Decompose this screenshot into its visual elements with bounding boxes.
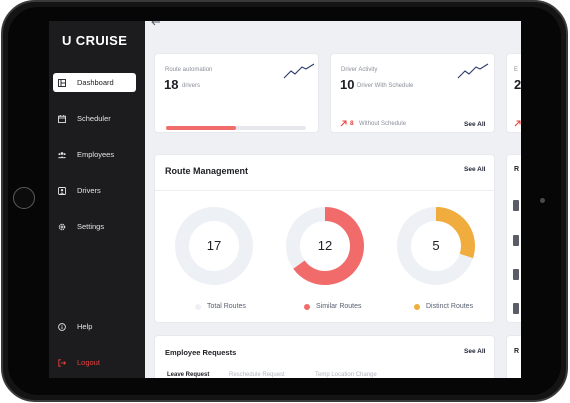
sidebar-item-employees[interactable]: Employees [53,145,136,164]
delta-value: 8 [350,120,354,127]
see-all-link[interactable]: See All [464,348,486,355]
see-all-link[interactable]: See All [464,121,486,128]
driver-icon [58,186,66,195]
side-panel-title: R [514,166,520,173]
sidebar-item-label: Help [77,322,93,331]
stat-unit: drivers [182,83,201,89]
sidebar-item-drivers[interactable]: Drivers [53,181,136,200]
main-content: Route automation 18 drivers Driver Activ… [145,21,521,378]
stat-value: 10 [340,77,355,92]
sidebar-item-label: Drivers [77,186,101,195]
tab-leave-request[interactable]: Leave Request [167,372,210,378]
delta-text: Without Schedule [359,121,407,127]
side-panel-partial-2: R [506,335,521,378]
calendar-icon [58,114,66,123]
progress-track [166,126,306,130]
home-button [13,187,35,209]
tab-temp-location-change[interactable]: Temp Location Change [315,372,377,378]
tab-reschedule-request[interactable]: Reschedule Request [229,372,285,378]
legend-dot [414,303,420,310]
logout-icon [58,358,66,367]
donut-distinct-value: 5 [432,238,440,253]
arrow-up-right-icon [340,120,347,127]
employee-requests-card: Employee Requests See All Leave Request … [154,335,495,378]
route-donuts [175,207,475,285]
sidebar-item-scheduler[interactable]: Scheduler [53,109,136,128]
avatar [513,235,519,246]
side-panel-partial: R [506,154,521,323]
brand-logo: U CRUISE [62,33,128,48]
gear-icon [58,223,66,231]
sidebar-item-label: Dashboard [77,78,114,87]
section-title: Route Management [165,166,249,176]
card-title: E [514,67,519,73]
info-icon [58,322,66,331]
driver-activity-card: Driver Activity 10 Driver With Schedule … [330,53,495,133]
sidebar-item-label: Settings [77,222,105,231]
see-all-link[interactable]: See All [464,166,486,173]
sidebar-item-label: Employees [77,150,115,159]
legend-dot [304,303,310,310]
avatar [513,269,519,280]
donut-distinct-arc [397,207,475,285]
legend-label: Total Routes [207,303,246,310]
back-arrow-icon[interactable] [151,21,161,26]
front-camera [540,198,545,203]
arrow-up-right-icon [514,120,521,127]
progress-fill [166,126,236,130]
stat-value: 2 [514,77,521,92]
divider [155,190,496,191]
legend-distinct: Distinct Routes [414,303,473,310]
legend-label: Similar Routes [316,303,362,310]
dashboard-icon [58,78,66,87]
donut-total-value: 17 [206,238,222,253]
sidebar: U CRUISE Dashboard Scheduler Employees D… [49,21,145,378]
section-title: Employee Requests [165,348,237,357]
card-title: Driver Activity [341,67,378,73]
route-automation-card: Route automation 18 drivers [154,53,319,133]
legend-similar: Similar Routes [304,303,362,310]
side-panel-title: R [514,348,520,355]
users-icon [58,151,66,159]
stat-value: 18 [164,77,179,92]
sidebar-item-settings[interactable]: Settings [53,217,136,236]
avatar [513,303,519,314]
donut-total-track [175,207,253,285]
stat-unit: Driver With Schedule [357,83,414,89]
legend-label: Distinct Routes [426,303,474,310]
sidebar-item-dashboard[interactable]: Dashboard [53,73,136,92]
legend-dot [195,303,201,310]
donut-similar-value: 12 [317,238,333,253]
legend-total: Total Routes [195,303,246,310]
stat-card-partial: E 2 [506,53,521,133]
trend-line-icon [457,63,489,79]
trend-line-icon [283,63,315,79]
avatar [513,200,519,211]
donut-similar-arc [286,207,364,285]
app-screen: U CRUISE Dashboard Scheduler Employees D… [49,21,521,378]
card-title: Route automation [165,67,213,73]
sidebar-item-label: Scheduler [77,114,111,123]
route-management-card: Route Management See All 17 12 5 Total R… [154,154,496,323]
sidebar-item-logout[interactable]: Logout [53,353,136,372]
sidebar-item-label: Logout [77,358,100,367]
sidebar-item-help[interactable]: Help [53,317,136,336]
